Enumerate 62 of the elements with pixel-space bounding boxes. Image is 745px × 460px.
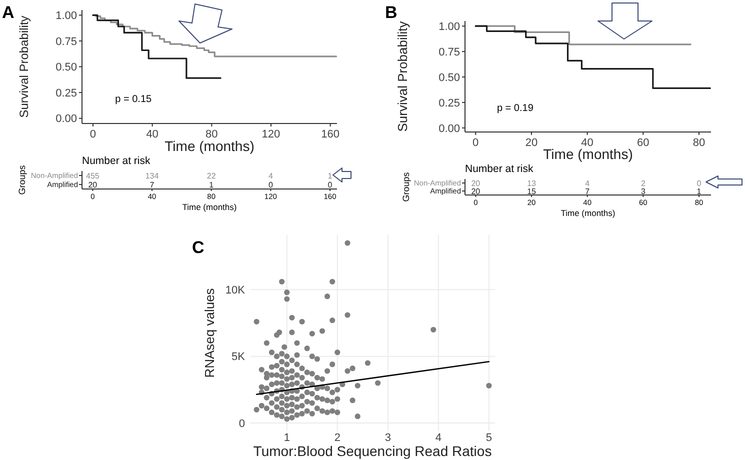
y-tick-label: 0.75: [56, 36, 77, 48]
x-tick-label: 3: [384, 432, 391, 444]
annotation: p = 0.15: [115, 94, 152, 106]
y-tick-label: 0.50: [56, 62, 77, 74]
x-tick-label: 0: [472, 137, 479, 149]
data-label: 2: [640, 178, 646, 188]
y-tick-label: 10K: [225, 284, 246, 297]
data-label: 15: [527, 186, 537, 196]
x-axis-title: Time (months): [164, 138, 254, 154]
y-axis-title: Groups: [17, 164, 27, 195]
x-tick-label: 5: [486, 432, 492, 444]
y-tick-label: 1.00: [56, 10, 77, 22]
y-tick-label: 0.75: [438, 46, 460, 58]
y-axis-title: RNAseq values: [202, 288, 217, 378]
y-tick-label: 0: [238, 418, 245, 430]
chart-title: Number at risk: [465, 163, 534, 175]
chart-title: B: [385, 3, 398, 22]
y-tick-label: 0.25: [438, 97, 460, 110]
data-label: 20: [471, 178, 481, 188]
chart-title: Number at risk: [82, 155, 152, 167]
data-label: 0: [328, 180, 333, 190]
chart-title: A: [2, 3, 14, 22]
y-tick-label: 0.00: [56, 113, 77, 126]
data-label: 0: [268, 180, 274, 190]
x-tick-label: 40: [146, 128, 158, 140]
data-label: 4: [585, 178, 590, 188]
x-tick-label: 0: [90, 128, 96, 140]
data-label: 13: [527, 178, 537, 188]
y-tick-label: 1.00: [438, 20, 460, 33]
x-axis-title: Tumor:Blood Sequencing Read Ratios: [253, 443, 492, 459]
data-label: 134: [145, 171, 160, 180]
data-label: 1: [209, 180, 214, 190]
x-tick-label: 4: [435, 432, 442, 444]
y-axis-title: Groups: [401, 172, 411, 202]
x-axis-title: Time (months): [560, 208, 616, 218]
x-tick-label: 20: [525, 137, 538, 149]
data-label: 20: [88, 180, 98, 190]
y-tick-label: 0.00: [438, 122, 460, 135]
chart-title: C: [192, 238, 204, 257]
data-label: 4: [268, 171, 274, 180]
x-tick-label: 1: [284, 432, 290, 444]
x-tick-label: 40: [581, 137, 594, 149]
y-axis-title: Survival Probability: [17, 16, 31, 118]
y-tick-label: 0.25: [56, 87, 77, 100]
data-label: 455: [86, 171, 100, 180]
data-label: 22: [206, 171, 216, 180]
y-tick-label: 5K: [232, 351, 246, 364]
x-axis-title: Time (months): [182, 202, 237, 212]
y-tick-label: 0.50: [438, 72, 460, 84]
data-label: 7: [150, 180, 155, 190]
x-axis-title: Time (months): [543, 146, 633, 162]
y-axis-title: Survival Probability: [395, 20, 410, 132]
x-tick-label: 160: [321, 128, 340, 140]
data-label: 0: [696, 178, 702, 188]
x-tick-label: 60: [637, 137, 650, 149]
x-tick-label: 120: [262, 128, 280, 140]
x-tick-label: 2: [334, 432, 340, 444]
data-label: 7: [585, 186, 590, 196]
x-tick-label: 80: [692, 137, 706, 149]
x-tick-label: 80: [206, 128, 218, 140]
annotation: p = 0.19: [496, 103, 534, 114]
data-label: 1: [328, 171, 333, 180]
